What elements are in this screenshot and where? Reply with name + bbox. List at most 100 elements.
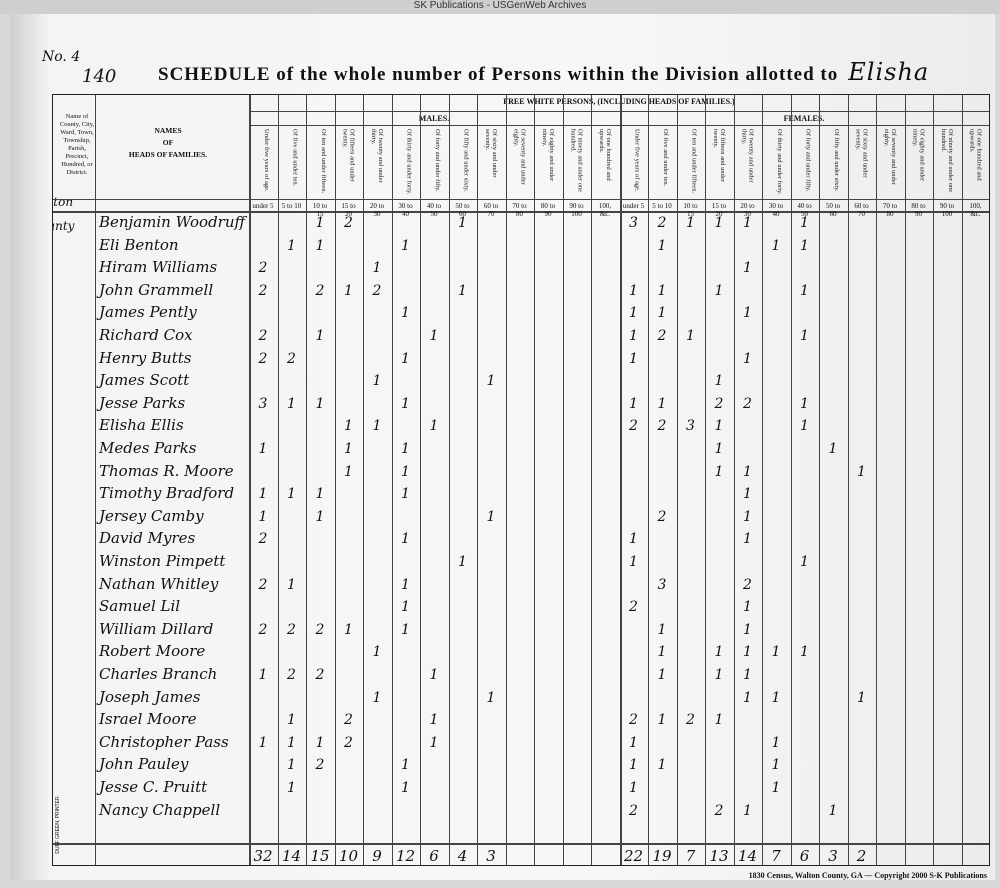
head-of-family-name: Richard Cox bbox=[99, 326, 193, 344]
female-count: 2 bbox=[657, 215, 667, 231]
female-count: 1 bbox=[714, 373, 724, 390]
female-count: 1 bbox=[743, 508, 752, 525]
female-count: 1 bbox=[629, 734, 638, 751]
male-age-range: 15 to 20 bbox=[341, 202, 356, 218]
male-count: 1 bbox=[401, 599, 410, 616]
female-count: 2 bbox=[714, 802, 724, 819]
male-count: 1 bbox=[258, 734, 268, 751]
column-divider bbox=[391, 95, 393, 865]
male-count: 1 bbox=[401, 305, 410, 322]
free-white-persons-banner: FREE WHITE PERSONS, (INCLUDING HEADS OF … bbox=[503, 97, 735, 106]
female-age-range: 70 to 80 bbox=[882, 202, 898, 218]
female-age-range: 80 to 90 bbox=[911, 202, 926, 218]
female-column-header: Of five and under ten. bbox=[662, 129, 669, 187]
banner-rule bbox=[249, 111, 989, 112]
male-count: 1 bbox=[344, 463, 353, 480]
male-count: 1 bbox=[344, 282, 353, 299]
male-count: 1 bbox=[401, 395, 410, 412]
male-count: 1 bbox=[372, 418, 382, 435]
head-of-family-name: Thomas R. Moore bbox=[99, 461, 234, 480]
column-divider bbox=[534, 95, 535, 865]
male-age-range: 80 to 90 bbox=[540, 202, 556, 218]
names-heading: NAMES OF HEADS OF FAMILIES. bbox=[113, 125, 223, 161]
column-divider bbox=[420, 95, 421, 865]
female-count: 1 bbox=[771, 734, 781, 751]
female-count: 1 bbox=[629, 531, 638, 548]
female-age-range: 40 to 50 bbox=[797, 202, 812, 218]
male-total: 12 bbox=[395, 847, 416, 865]
female-count: 1 bbox=[771, 757, 781, 774]
male-count: 1 bbox=[401, 780, 410, 796]
column-divider bbox=[562, 95, 564, 865]
male-total: 14 bbox=[281, 847, 302, 865]
male-age-range: 20 to 30 bbox=[369, 202, 385, 218]
female-count: 2 bbox=[629, 418, 638, 435]
male-count: 1 bbox=[458, 215, 467, 231]
male-total: 4 bbox=[457, 847, 468, 865]
head-of-family-name: James Scott bbox=[99, 371, 190, 390]
female-column-header: Of eighty and under ninety. bbox=[911, 129, 926, 182]
male-count: 1 bbox=[401, 576, 410, 593]
male-count: 1 bbox=[258, 486, 268, 503]
county-label-walton: Walton bbox=[53, 195, 74, 209]
male-count: 1 bbox=[458, 554, 467, 570]
male-count: 1 bbox=[258, 441, 268, 457]
head-of-family-name: Timothy Bradford bbox=[99, 484, 235, 503]
female-count: 1 bbox=[743, 463, 752, 480]
female-count: 1 bbox=[743, 531, 752, 548]
female-age-range: 100, &c. bbox=[969, 202, 982, 218]
female-total: 7 bbox=[771, 847, 781, 865]
male-count: 2 bbox=[258, 350, 268, 367]
male-count: 2 bbox=[287, 621, 296, 638]
male-count: 1 bbox=[372, 644, 382, 661]
female-count: 2 bbox=[743, 395, 752, 412]
female-count: 1 bbox=[714, 667, 724, 683]
female-count: 2 bbox=[657, 328, 667, 344]
column-divider bbox=[619, 95, 622, 865]
male-count: 1 bbox=[458, 282, 467, 299]
female-column-header: Of fifteen and under twenty. bbox=[712, 129, 726, 182]
column-divider bbox=[363, 95, 364, 865]
column-divider bbox=[933, 95, 934, 865]
female-count: 1 bbox=[686, 328, 695, 344]
names-heading-line: NAMES bbox=[154, 126, 182, 135]
female-total: 14 bbox=[737, 847, 758, 865]
male-count: 1 bbox=[287, 712, 296, 729]
female-count: 3 bbox=[686, 418, 695, 435]
female-count: 1 bbox=[629, 350, 638, 367]
male-count: 1 bbox=[315, 508, 325, 525]
male-count: 2 bbox=[258, 260, 268, 277]
head-of-family-name: David Myres bbox=[99, 529, 196, 548]
female-count: 1 bbox=[800, 328, 809, 344]
female-total: 22 bbox=[623, 847, 644, 865]
female-count: 1 bbox=[743, 802, 752, 819]
male-count: 1 bbox=[315, 395, 325, 412]
head-of-family-name: Charles Branch bbox=[99, 665, 218, 683]
head-of-family-name: John Pauley bbox=[99, 755, 189, 774]
census-sheet: No. 4 140 SCHEDULE of the whole number o… bbox=[10, 14, 995, 880]
female-count: 1 bbox=[800, 554, 809, 570]
column-divider bbox=[733, 95, 735, 865]
head-of-family-name: Jesse Parks bbox=[99, 393, 186, 412]
female-count: 1 bbox=[743, 486, 752, 503]
female-column-header: Of ninety and under one hundred. bbox=[940, 129, 954, 193]
head-of-family-name: Robert Moore bbox=[99, 642, 206, 661]
female-count: 1 bbox=[714, 215, 724, 231]
column-divider bbox=[961, 95, 963, 865]
male-count: 1 bbox=[401, 531, 410, 548]
totals-rule bbox=[53, 843, 989, 845]
male-count: 1 bbox=[429, 712, 439, 729]
female-age-range: 50 to 60 bbox=[825, 202, 841, 218]
header-bottom-rule bbox=[53, 211, 989, 213]
male-count: 2 bbox=[258, 576, 268, 593]
head-of-family-name: William Dillard bbox=[99, 619, 214, 638]
head-of-family-name: Jesse C. Pruitt bbox=[99, 778, 208, 796]
female-column-header: Under five years of age. bbox=[633, 129, 641, 192]
male-count: 1 bbox=[287, 486, 296, 503]
female-count: 1 bbox=[743, 260, 752, 277]
male-count: 2 bbox=[258, 621, 268, 638]
female-age-range: 10 to 15 bbox=[683, 202, 698, 218]
male-count: 1 bbox=[315, 237, 325, 254]
head-of-family-name: Jersey Camby bbox=[99, 506, 204, 525]
female-count: 2 bbox=[743, 576, 752, 593]
